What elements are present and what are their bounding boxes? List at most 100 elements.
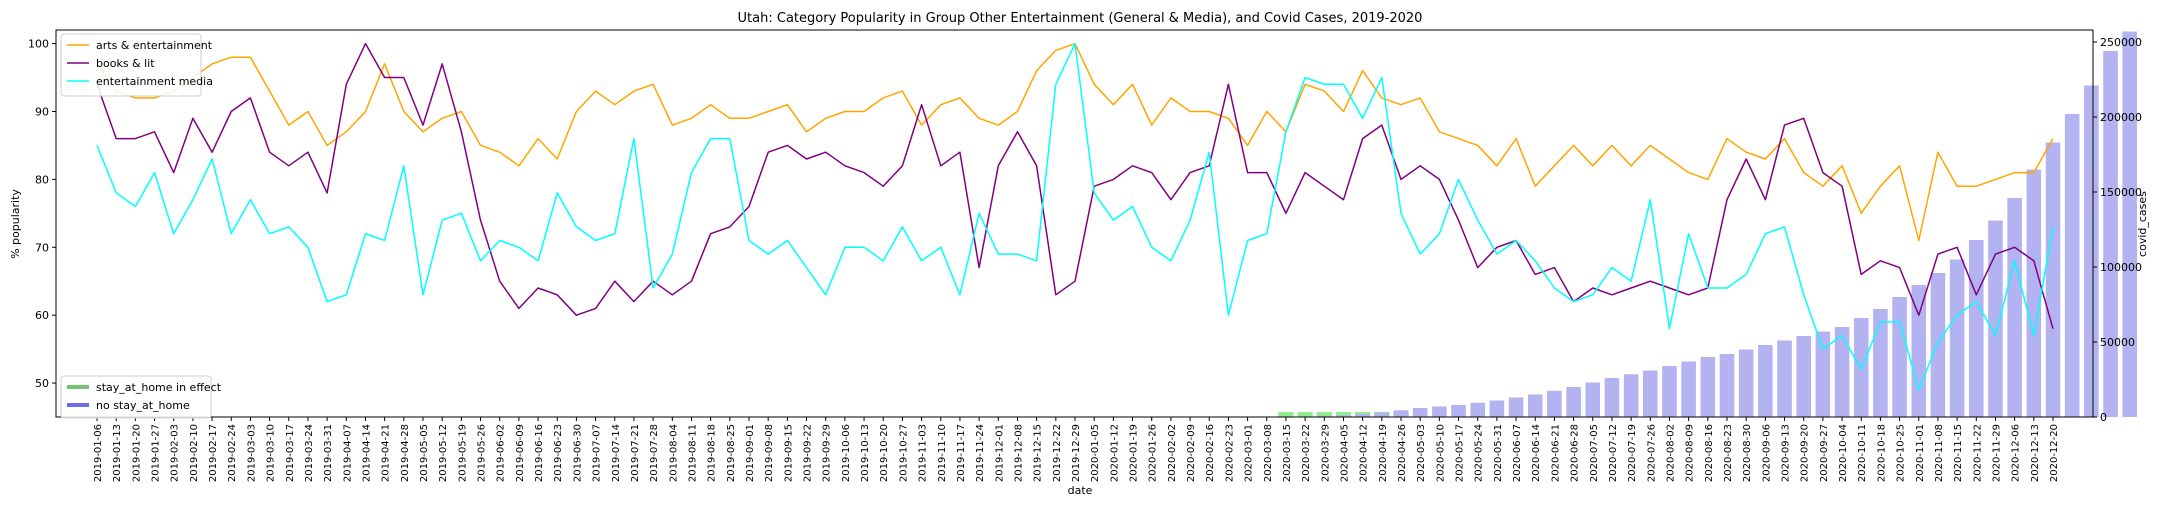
x-tick-label: 2019-03-17 xyxy=(285,424,296,482)
x-tick-label: 2020-02-16 xyxy=(1205,424,1216,482)
x-tick-label: 2019-09-22 xyxy=(803,424,814,482)
x-tick-label: 2020-06-28 xyxy=(1570,424,1581,482)
x-tick-label: 2019-03-24 xyxy=(304,424,315,482)
x-tick-label: 2019-06-30 xyxy=(572,424,583,482)
x-tick-label: 2019-09-01 xyxy=(745,424,756,482)
covid-case-bar xyxy=(1547,390,1562,417)
x-tick-label: 2019-09-29 xyxy=(822,424,833,482)
x-tick-label: 2020-05-03 xyxy=(1416,424,1427,482)
covid-case-bar xyxy=(1623,374,1639,417)
covid-case-bar xyxy=(2103,51,2118,417)
covid-case-bar xyxy=(1892,297,1907,417)
x-tick-label: 2020-08-30 xyxy=(1742,424,1753,482)
x-tick-label: 2020-03-29 xyxy=(1320,424,1331,482)
x-tick-label: 2020-08-02 xyxy=(1665,424,1676,482)
x-tick-label: 2020-06-21 xyxy=(1550,424,1561,482)
stay-at-home-mark xyxy=(1278,412,1294,417)
x-tick-label: 2019-01-06 xyxy=(93,424,104,482)
x-tick-label: 2020-01-05 xyxy=(1090,424,1101,482)
covid-case-bar xyxy=(1796,336,1811,417)
series-line xyxy=(96,42,2054,242)
y-tick-label: 80 xyxy=(35,173,49,186)
covid-case-bar xyxy=(2045,142,2061,417)
x-tick-label: 2020-02-09 xyxy=(1186,424,1197,482)
x-tick-label: 2020-03-15 xyxy=(1282,424,1293,482)
y2-tick-label: 250000 xyxy=(2100,36,2142,49)
legend-label: entertainment media xyxy=(96,75,213,88)
x-tick-label: 2019-02-24 xyxy=(227,424,238,482)
x-tick-label: 2020-04-12 xyxy=(1359,424,1370,482)
x-tick-label: 2019-03-31 xyxy=(323,424,334,482)
x-tick-label: 2019-07-28 xyxy=(649,424,660,482)
covid-case-bar xyxy=(1949,259,1965,417)
y2-tick-label: 200000 xyxy=(2100,111,2142,124)
chart-title: Utah: Category Popularity in Group Other… xyxy=(738,11,1423,26)
covid-case-bar xyxy=(1451,405,1466,417)
y2-tick-label: 50000 xyxy=(2100,336,2135,349)
x-tick-label: 2019-12-29 xyxy=(1071,424,1082,482)
x-tick-label: 2020-09-27 xyxy=(1819,424,1830,482)
x-tick-label: 2020-07-05 xyxy=(1589,424,1600,482)
x-tick-label: 2020-12-20 xyxy=(2049,424,2060,482)
x-tick-label: 2019-01-13 xyxy=(112,424,123,482)
x-tick-label: 2020-07-26 xyxy=(1646,424,1657,482)
covid-case-bar xyxy=(1470,402,1485,417)
y-tick-label: 50 xyxy=(35,377,49,390)
legend-label: books & lit xyxy=(96,57,155,70)
y2-tick-label: 100000 xyxy=(2100,261,2142,274)
covid-case-bar xyxy=(2026,169,2042,417)
x-tick-label: 2019-03-03 xyxy=(246,424,257,482)
x-tick-label: 2019-12-22 xyxy=(1052,424,1063,482)
x-tick-label: 2020-03-08 xyxy=(1263,424,1274,482)
x-tick-label: 2020-11-29 xyxy=(1991,424,2002,482)
covid-case-bar xyxy=(1930,273,1946,417)
x-tick-label: 2020-09-20 xyxy=(1800,424,1811,482)
legend2-label: no stay_at_home xyxy=(96,399,190,412)
y-tick-label: 70 xyxy=(35,241,49,254)
legend2-label: stay_at_home in effect xyxy=(96,381,222,394)
x-tick-label: 2020-09-13 xyxy=(1781,424,1792,482)
x-tick-label: 2020-03-01 xyxy=(1244,424,1255,482)
x-tick-label: 2019-01-20 xyxy=(131,424,142,482)
x-tick-label: 2019-02-10 xyxy=(189,424,200,482)
x-tick-label: 2020-05-24 xyxy=(1474,424,1485,482)
x-tick-label: 2019-02-17 xyxy=(208,424,219,482)
covid-case-bar xyxy=(1374,412,1390,417)
x-tick-label: 2020-04-26 xyxy=(1397,424,1408,482)
covid-case-bar xyxy=(1969,240,1984,417)
x-tick-label: 2019-08-18 xyxy=(707,424,718,482)
x-tick-label: 2020-11-22 xyxy=(1972,424,1983,482)
x-tick-label: 2020-01-26 xyxy=(1148,424,1159,482)
x-tick-label: 2019-11-24 xyxy=(975,424,986,482)
covid-case-bar xyxy=(1489,400,1505,417)
covid-case-bar xyxy=(1393,410,1409,417)
series-line xyxy=(96,42,2054,329)
covid-case-bar xyxy=(1988,220,2003,417)
covid-case-bar xyxy=(1662,366,1677,417)
x-tick-label: 2020-02-02 xyxy=(1167,424,1178,482)
x-tick-label: 2019-08-25 xyxy=(726,424,737,482)
series-line xyxy=(96,42,2054,391)
x-tick-label: 2020-06-07 xyxy=(1512,424,1523,482)
covid-case-bar xyxy=(1834,327,1850,417)
x-tick-label: 2019-12-01 xyxy=(994,424,1005,482)
x-tick-label: 2019-09-15 xyxy=(783,424,794,482)
covid-case-bar xyxy=(1432,406,1447,417)
x-tick-label: 2020-05-10 xyxy=(1435,424,1446,482)
stay-at-home-mark xyxy=(1297,412,1313,417)
covid-case-bar xyxy=(1873,309,1888,417)
covid-case-bar xyxy=(2122,31,2137,417)
x-tick-label: 2019-06-09 xyxy=(515,424,526,482)
x-tick-label: 2020-07-19 xyxy=(1627,424,1638,482)
x-tick-label: 2020-12-06 xyxy=(2011,424,2022,482)
x-tick-label: 2019-11-10 xyxy=(937,424,948,482)
x-tick-label: 2020-05-31 xyxy=(1493,424,1504,482)
x-tick-label: 2019-04-07 xyxy=(342,424,353,482)
covid-case-bar xyxy=(1681,361,1696,417)
legend2-box xyxy=(60,375,212,419)
x-tick-label: 2019-10-27 xyxy=(898,424,909,482)
covid-case-bar xyxy=(1719,354,1735,417)
y-tick-label: 90 xyxy=(35,105,49,118)
covid-case-bar xyxy=(1604,378,1620,417)
